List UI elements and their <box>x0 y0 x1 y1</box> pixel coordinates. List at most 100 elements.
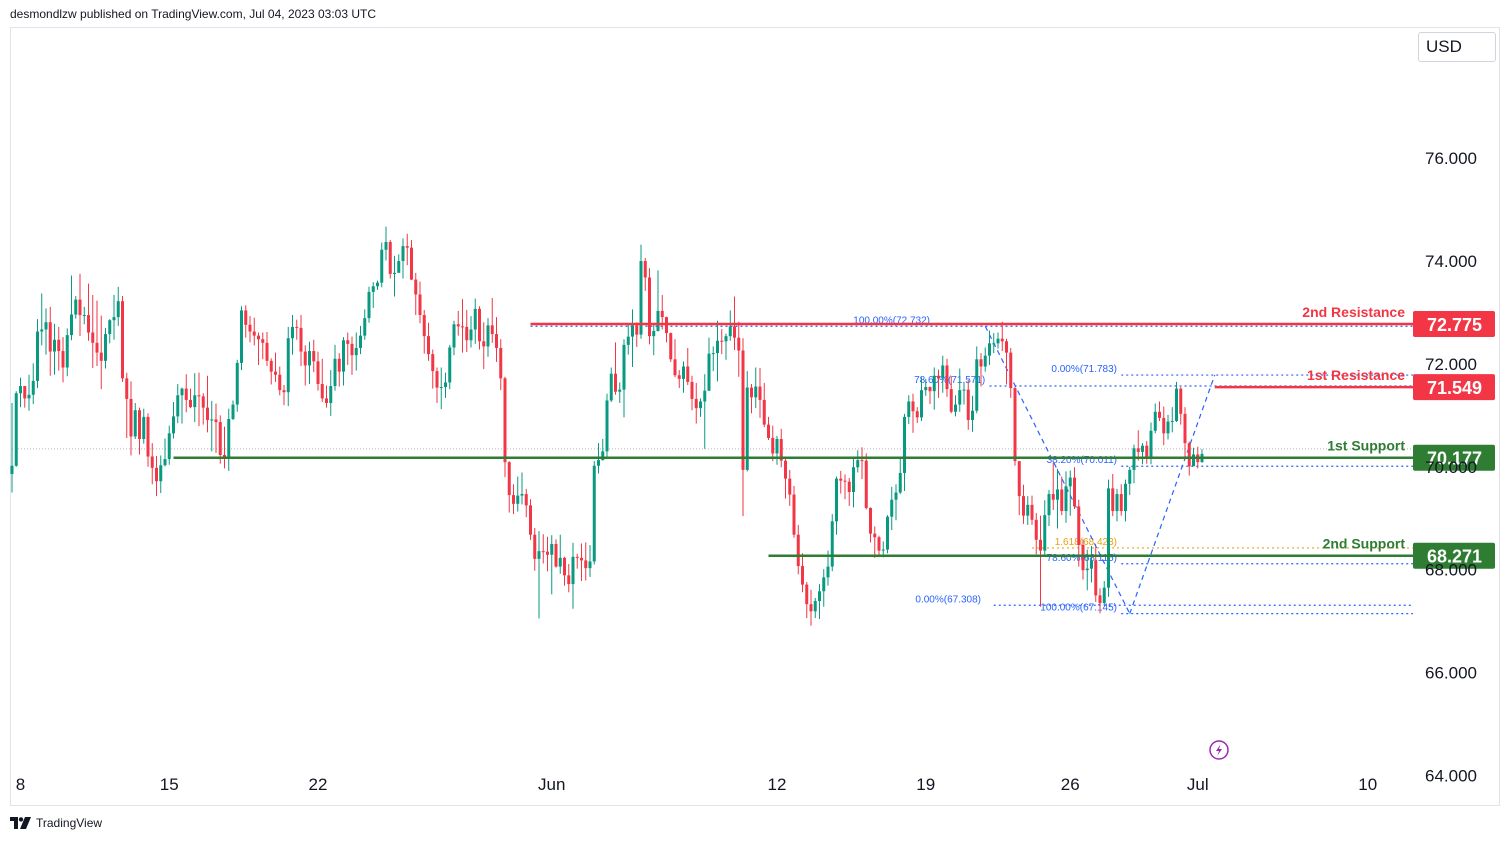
candle[interactable] <box>767 416 770 441</box>
candle[interactable] <box>665 316 668 343</box>
candle[interactable] <box>257 332 260 365</box>
candle[interactable] <box>410 239 413 281</box>
candle[interactable] <box>452 320 456 356</box>
candle[interactable] <box>656 270 660 332</box>
candle[interactable] <box>1098 588 1102 614</box>
candle[interactable] <box>320 358 324 402</box>
candle[interactable] <box>91 294 95 369</box>
candle[interactable] <box>954 395 957 417</box>
candle[interactable] <box>771 425 775 462</box>
candle[interactable] <box>87 283 90 341</box>
candle[interactable] <box>533 528 537 571</box>
candle[interactable] <box>1183 407 1187 460</box>
candle[interactable] <box>652 324 656 356</box>
candle[interactable] <box>592 461 596 565</box>
candle[interactable] <box>1111 473 1115 517</box>
candle[interactable] <box>231 400 235 420</box>
candle[interactable] <box>643 257 647 291</box>
candle[interactable] <box>1022 484 1025 524</box>
fib-line[interactable]: 38.20%(70.011) <box>1047 455 1413 467</box>
candle[interactable] <box>422 309 426 354</box>
candle[interactable] <box>1064 471 1068 523</box>
candle[interactable] <box>503 376 507 478</box>
candle[interactable] <box>724 333 728 360</box>
candle[interactable] <box>580 543 583 581</box>
candle[interactable] <box>388 239 392 279</box>
candle[interactable] <box>614 342 617 395</box>
candle[interactable] <box>40 293 44 346</box>
candle[interactable] <box>949 376 953 414</box>
candle[interactable] <box>27 374 31 411</box>
candle[interactable] <box>877 535 881 557</box>
candle[interactable] <box>414 272 418 316</box>
candle[interactable] <box>206 375 209 433</box>
support-level[interactable]: 1st Support 70.177 <box>173 438 1496 471</box>
candle[interactable] <box>329 370 333 416</box>
candle[interactable] <box>567 564 571 593</box>
candle[interactable] <box>571 542 575 609</box>
candle[interactable] <box>376 280 379 290</box>
candle[interactable] <box>448 344 452 390</box>
candle[interactable] <box>1039 515 1042 607</box>
candle[interactable] <box>796 524 800 575</box>
candle[interactable] <box>894 484 898 521</box>
candle[interactable] <box>1145 441 1149 464</box>
candle[interactable] <box>227 408 231 471</box>
candle[interactable] <box>584 542 588 581</box>
candle[interactable] <box>1136 430 1140 461</box>
candle[interactable] <box>707 337 711 392</box>
candle[interactable] <box>873 526 877 558</box>
candle[interactable] <box>189 388 192 409</box>
candle[interactable] <box>444 372 447 398</box>
candle[interactable] <box>265 332 269 366</box>
fib-line[interactable]: 78.60%(68.115) <box>1047 553 1413 565</box>
candle[interactable] <box>1017 461 1021 516</box>
candle[interactable] <box>82 306 86 325</box>
candle[interactable] <box>490 298 494 343</box>
replay-bolt-icon[interactable] <box>1209 740 1229 760</box>
candle[interactable] <box>529 499 532 540</box>
candle[interactable] <box>278 366 282 396</box>
candle[interactable] <box>1115 488 1119 522</box>
candle[interactable] <box>61 337 65 383</box>
candle[interactable] <box>558 534 562 574</box>
candle[interactable] <box>1047 489 1051 526</box>
candle[interactable] <box>741 338 745 517</box>
candle[interactable] <box>1119 484 1123 516</box>
candle[interactable] <box>31 363 35 405</box>
candle[interactable] <box>716 320 719 382</box>
candle[interactable] <box>465 309 469 353</box>
candle[interactable] <box>1060 476 1064 516</box>
candle[interactable] <box>550 535 554 595</box>
candle[interactable] <box>890 486 894 531</box>
candle[interactable] <box>104 327 107 369</box>
candle[interactable] <box>915 407 919 424</box>
candle[interactable] <box>1013 387 1017 466</box>
candle[interactable] <box>966 379 970 430</box>
candle[interactable] <box>312 339 316 373</box>
candle[interactable] <box>852 459 855 508</box>
candle[interactable] <box>57 326 61 371</box>
candle[interactable] <box>456 310 460 336</box>
candle[interactable] <box>401 238 405 279</box>
candle[interactable] <box>48 306 52 376</box>
candle[interactable] <box>286 326 290 407</box>
candle[interactable] <box>1073 467 1076 509</box>
candle[interactable] <box>941 355 945 393</box>
candle[interactable] <box>516 476 520 512</box>
candle[interactable] <box>146 413 150 467</box>
candle[interactable] <box>14 391 18 467</box>
candle[interactable] <box>108 319 112 344</box>
candle[interactable] <box>835 476 838 535</box>
candle[interactable] <box>393 255 396 297</box>
currency-selector[interactable]: USD <box>1418 32 1496 62</box>
candle[interactable] <box>618 382 622 404</box>
candle[interactable] <box>1000 321 1004 352</box>
candle[interactable] <box>359 325 362 355</box>
candle[interactable] <box>737 321 741 377</box>
candle[interactable] <box>762 382 766 428</box>
candle[interactable] <box>1192 447 1195 467</box>
candle[interactable] <box>1051 462 1055 511</box>
candle[interactable] <box>397 254 401 273</box>
